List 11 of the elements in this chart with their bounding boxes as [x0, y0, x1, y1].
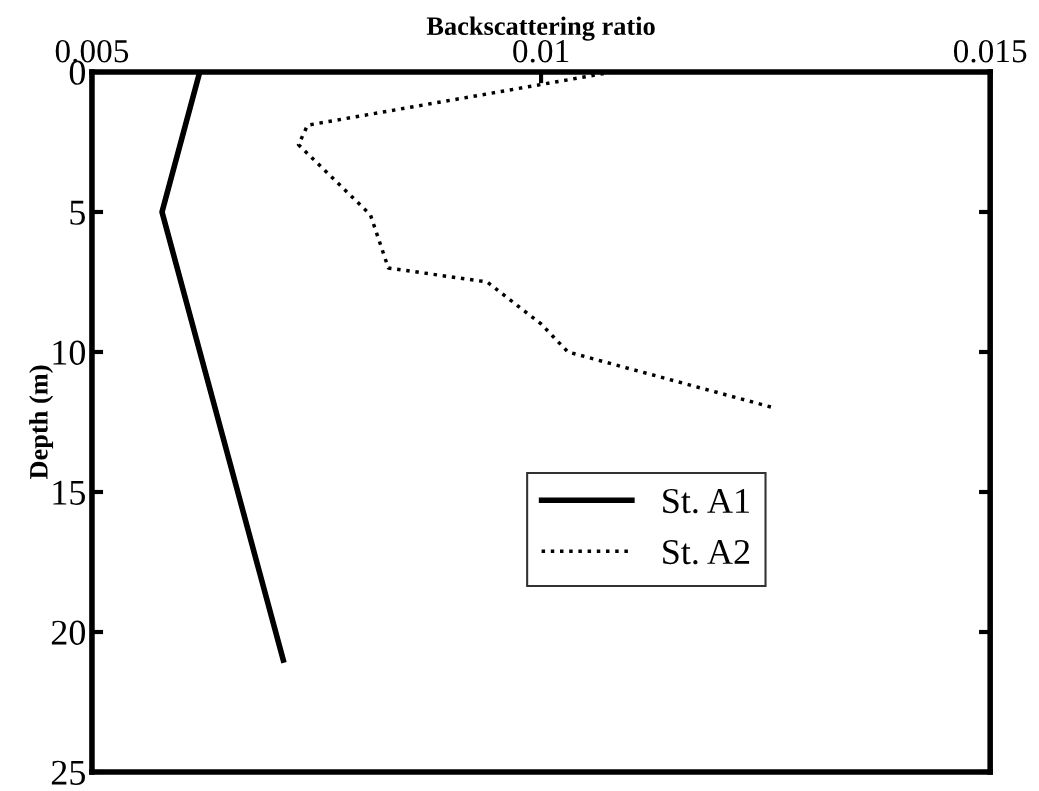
- y-tick-label: 20: [51, 620, 86, 645]
- x-axis-title: Backscattering ratio: [426, 16, 655, 41]
- y-tick-label: 15: [53, 480, 85, 505]
- x-tick-label: 0.01: [513, 39, 569, 63]
- y-tick-label: 10: [53, 340, 86, 365]
- y-tick-label: 25: [51, 760, 85, 785]
- y-tick-label: 5: [70, 200, 85, 225]
- legend-label: St. A1: [663, 488, 749, 514]
- y-axis-title: Depth (m): [29, 365, 54, 480]
- legend-label: St. A2: [663, 539, 750, 565]
- x-tick-label: 0.015: [953, 39, 1027, 63]
